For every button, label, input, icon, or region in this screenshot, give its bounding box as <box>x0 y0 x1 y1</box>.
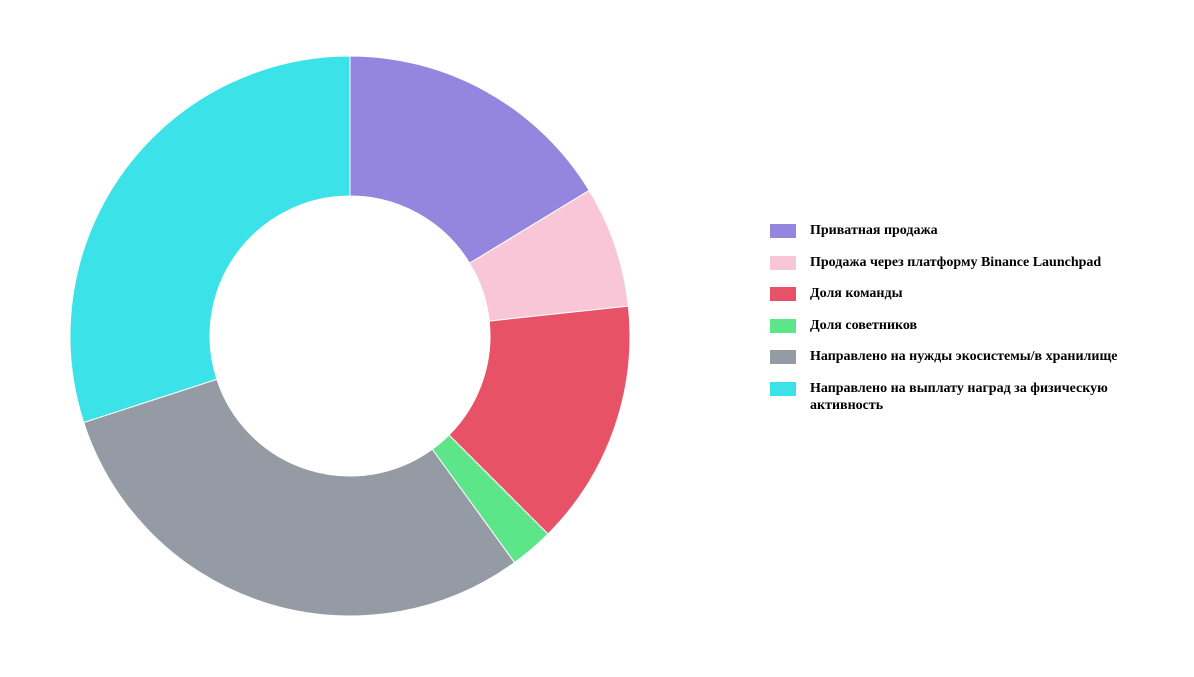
donut-slice-5 <box>70 56 350 423</box>
legend-item-5: Направлено на выплату наград за физическ… <box>770 380 1170 415</box>
legend-swatch-4 <box>770 350 796 364</box>
legend: Приватная продажа Продажа через платформу… <box>770 222 1170 429</box>
legend-label-3: Доля советников <box>810 317 917 335</box>
legend-swatch-2 <box>770 287 796 301</box>
legend-label-0: Приватная продажа <box>810 222 938 240</box>
donut-slice-4 <box>84 379 515 616</box>
chart-container: Приватная продажа Продажа через платформу… <box>0 0 1194 672</box>
legend-item-0: Приватная продажа <box>770 222 1170 240</box>
legend-item-4: Направлено на нужды экосистемы/в хранили… <box>770 348 1170 366</box>
legend-swatch-3 <box>770 319 796 333</box>
donut-svg <box>0 0 700 672</box>
legend-item-1: Продажа через платформу Binance Launchpa… <box>770 254 1170 272</box>
donut-chart <box>0 0 700 672</box>
legend-item-3: Доля советников <box>770 317 1170 335</box>
legend-swatch-1 <box>770 256 796 270</box>
legend-label-2: Доля команды <box>810 285 903 303</box>
legend-label-5: Направлено на выплату наград за физическ… <box>810 380 1140 415</box>
legend-label-1: Продажа через платформу Binance Launchpa… <box>810 254 1101 272</box>
legend-item-2: Доля команды <box>770 285 1170 303</box>
legend-swatch-0 <box>770 224 796 238</box>
legend-swatch-5 <box>770 382 796 396</box>
legend-label-4: Направлено на нужды экосистемы/в хранили… <box>810 348 1118 366</box>
